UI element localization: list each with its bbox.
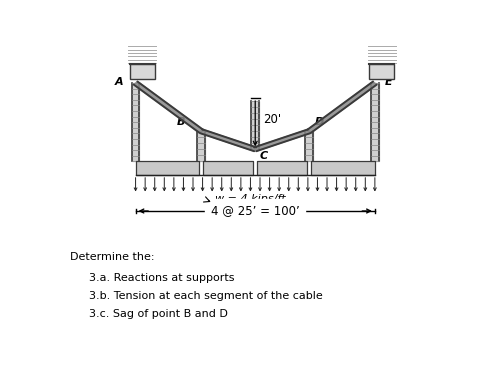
Bar <box>311 161 375 175</box>
Text: D: D <box>315 117 324 127</box>
Text: B: B <box>177 117 186 127</box>
Polygon shape <box>305 131 313 161</box>
Polygon shape <box>131 83 139 161</box>
Text: 4 @ 25’ = 100’: 4 @ 25’ = 100’ <box>211 204 300 217</box>
Polygon shape <box>254 129 310 151</box>
Text: C: C <box>260 151 268 161</box>
Text: 3.a. Reactions at supports: 3.a. Reactions at supports <box>89 273 235 283</box>
Bar <box>369 64 394 79</box>
Text: A: A <box>115 77 123 86</box>
Text: 3.c. Sag of point B and D: 3.c. Sag of point B and D <box>89 309 228 319</box>
Polygon shape <box>307 81 376 133</box>
Text: 3.b. Tension at each segment of the cable: 3.b. Tension at each segment of the cabl… <box>89 291 323 301</box>
Polygon shape <box>134 81 203 133</box>
Polygon shape <box>197 131 205 161</box>
Text: 20': 20' <box>263 113 281 126</box>
Bar <box>135 161 199 175</box>
Text: w = 4 kips/ft: w = 4 kips/ft <box>215 194 285 204</box>
Bar <box>130 64 155 79</box>
Text: Determine the:: Determine the: <box>70 252 154 262</box>
Bar <box>203 161 253 175</box>
Polygon shape <box>371 83 379 161</box>
Polygon shape <box>251 101 259 149</box>
Bar <box>257 161 307 175</box>
Polygon shape <box>200 129 256 151</box>
Text: E: E <box>384 77 392 86</box>
